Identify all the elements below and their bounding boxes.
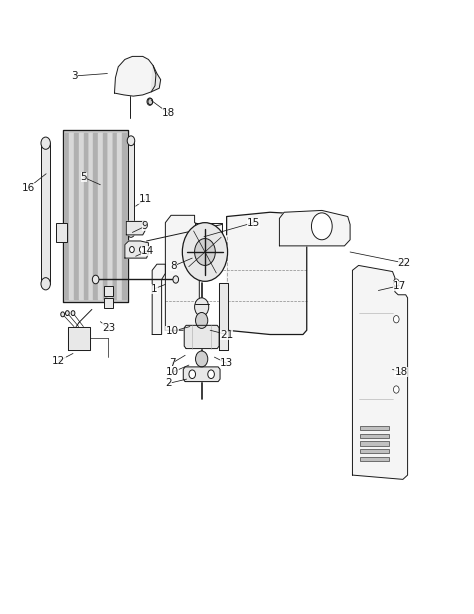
Text: 10: 10 (165, 327, 179, 336)
Polygon shape (98, 133, 102, 299)
Circle shape (127, 136, 135, 146)
Circle shape (393, 316, 399, 323)
Text: 8: 8 (170, 261, 177, 271)
Bar (128, 141, 134, 233)
Text: 3: 3 (71, 71, 78, 81)
Polygon shape (64, 133, 68, 299)
Polygon shape (126, 222, 145, 235)
Text: 14: 14 (141, 246, 154, 256)
Polygon shape (183, 367, 220, 381)
Text: 21: 21 (220, 330, 233, 340)
Polygon shape (63, 130, 128, 302)
Circle shape (311, 213, 332, 239)
Polygon shape (151, 66, 161, 92)
Circle shape (208, 370, 214, 378)
Circle shape (139, 246, 144, 252)
Polygon shape (103, 133, 107, 299)
Polygon shape (70, 133, 73, 299)
Circle shape (71, 311, 75, 316)
Polygon shape (227, 212, 307, 335)
Circle shape (393, 386, 399, 393)
Circle shape (196, 313, 208, 328)
Text: 10: 10 (165, 367, 179, 378)
Circle shape (393, 279, 399, 286)
Circle shape (196, 351, 208, 367)
Text: 17: 17 (393, 281, 406, 290)
Polygon shape (84, 133, 87, 299)
Text: 2: 2 (165, 378, 172, 389)
Text: 11: 11 (138, 195, 152, 204)
Circle shape (195, 239, 215, 265)
Polygon shape (279, 211, 350, 246)
Text: 5: 5 (81, 173, 87, 182)
Text: 13: 13 (220, 358, 233, 368)
Text: 7: 7 (169, 358, 175, 368)
Text: 22: 22 (398, 258, 411, 268)
Text: 12: 12 (52, 356, 65, 366)
Polygon shape (195, 223, 222, 258)
Circle shape (65, 311, 69, 316)
Polygon shape (122, 133, 126, 299)
Bar (359, 434, 389, 438)
Polygon shape (68, 327, 90, 350)
Bar (359, 449, 389, 453)
Bar (359, 426, 389, 430)
Text: 1: 1 (151, 284, 158, 293)
Polygon shape (152, 264, 165, 335)
Bar (104, 286, 113, 296)
Circle shape (41, 137, 50, 149)
Bar (55, 223, 67, 242)
Polygon shape (353, 265, 408, 480)
Circle shape (129, 246, 134, 252)
Text: 15: 15 (247, 217, 260, 228)
Text: 18: 18 (394, 367, 408, 378)
Circle shape (41, 278, 50, 290)
Bar (359, 441, 389, 446)
Polygon shape (118, 133, 121, 299)
Circle shape (148, 99, 153, 104)
Text: 23: 23 (102, 324, 116, 333)
Text: 16: 16 (22, 183, 35, 193)
Circle shape (61, 312, 64, 317)
Circle shape (182, 223, 228, 281)
Polygon shape (89, 133, 92, 299)
Text: 18: 18 (162, 108, 175, 119)
Circle shape (195, 298, 209, 316)
Polygon shape (74, 133, 78, 299)
Polygon shape (112, 133, 116, 299)
Polygon shape (108, 133, 111, 299)
Bar (104, 298, 113, 308)
Text: 9: 9 (142, 221, 148, 231)
Polygon shape (79, 133, 82, 299)
Circle shape (189, 370, 196, 378)
Polygon shape (219, 282, 228, 350)
Circle shape (127, 228, 135, 238)
Circle shape (147, 98, 153, 105)
Bar (41, 143, 50, 284)
Polygon shape (93, 133, 97, 299)
Bar (359, 457, 389, 461)
Polygon shape (125, 241, 148, 258)
Polygon shape (115, 56, 156, 96)
Circle shape (173, 276, 179, 283)
Circle shape (92, 275, 99, 284)
Polygon shape (184, 325, 219, 349)
Polygon shape (165, 216, 199, 330)
